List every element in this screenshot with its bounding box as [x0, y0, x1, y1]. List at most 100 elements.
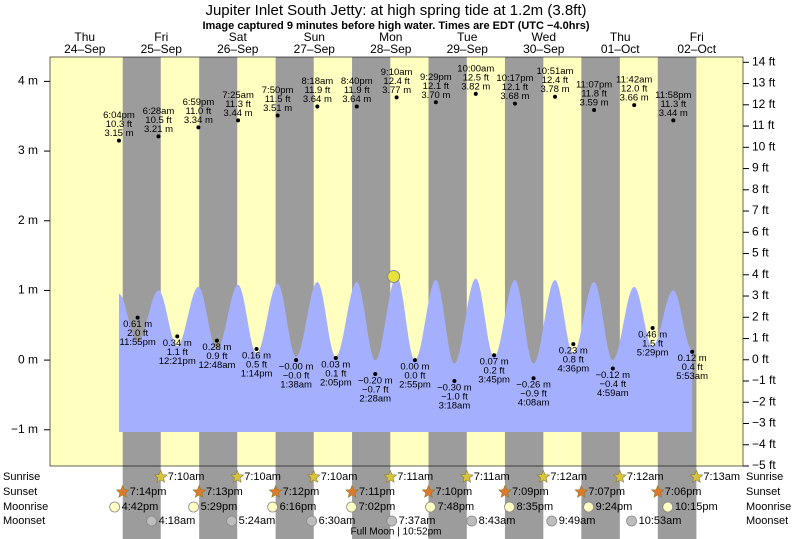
tide-times: 10:51am — [536, 66, 573, 77]
sunrise-icon — [306, 469, 321, 483]
low-tide-dot — [492, 353, 497, 358]
high-tide-dot — [156, 134, 161, 139]
y-tick-label: 2 m — [18, 213, 38, 227]
tide-value-labels: 3.68 m — [500, 91, 529, 102]
low-tide-dot — [531, 376, 536, 381]
date-label: 28–Sep — [370, 42, 412, 56]
y-tick-label: 4 m — [18, 74, 38, 88]
y2-tick-label: 8 ft — [752, 182, 769, 196]
tide-times: 6:04pm — [103, 110, 135, 121]
tide-ft-labels: 11.0 ft — [186, 106, 212, 117]
moonrise-time: 7:02pm — [359, 501, 396, 513]
moonset-icon — [226, 515, 238, 527]
tide-times: 4:59am — [597, 388, 629, 399]
tide-ft-labels: 10.5 ft — [145, 115, 172, 126]
high-tide-dot — [552, 94, 557, 99]
tide-value-labels: 0.07 m — [480, 357, 509, 368]
tide-times: 12:21pm — [159, 356, 196, 367]
night-shade — [581, 57, 620, 539]
sunrise-time: 7:11am — [397, 471, 433, 483]
moonrise-time: 5:29pm — [201, 501, 238, 513]
tide-times: 2:05pm — [320, 378, 352, 389]
tide-value-labels: 3.66 m — [620, 93, 649, 104]
sunset-time: 7:06pm — [665, 486, 702, 498]
moonrise-time: 7:48pm — [438, 501, 475, 513]
row-label: Sunrise — [3, 471, 40, 483]
low-tide-dot — [175, 334, 180, 339]
night-shade — [199, 57, 238, 539]
tide-value-labels: 0.34 m — [163, 338, 192, 349]
date-label: 02–Oct — [677, 42, 716, 56]
low-tide-dot — [690, 349, 695, 354]
tide-times: 1:38am — [280, 380, 312, 391]
y2-tick-label: −5 ft — [752, 458, 776, 472]
sunset-icon — [421, 484, 436, 498]
tide-value-labels: 0.00 m — [400, 362, 429, 373]
sunrise-time: 7:10am — [321, 471, 358, 483]
moonrise-icon — [188, 501, 200, 513]
tide-value-labels: −0.26 m — [516, 380, 551, 391]
moonrise-icon — [583, 501, 595, 513]
tide-ft-labels: 12.0 ft — [621, 84, 648, 95]
moonrise-icon — [346, 501, 357, 513]
tide-ft-labels: 1.5 ft — [642, 339, 663, 350]
high-tide-dot — [236, 118, 241, 123]
tide-times: 12:48am — [198, 360, 235, 371]
y-tick-label: −1 m — [11, 422, 38, 436]
date-label: 01–Oct — [601, 42, 640, 56]
moon-phase: Full Moon | 10:52pm — [351, 527, 442, 538]
high-tide-dot — [116, 138, 121, 143]
y-tick-label: 1 m — [18, 283, 38, 297]
row-label: Moonrise — [3, 501, 48, 513]
sunset-time: 7:10pm — [435, 486, 472, 498]
moonset-time: 10:53am — [639, 515, 682, 527]
date-label: 30–Sep — [523, 42, 565, 56]
moonrise-time: 10:15pm — [675, 501, 718, 513]
moonset-icon — [306, 515, 318, 527]
low-tide-dot — [254, 346, 259, 351]
y2-tick-label: −3 ft — [752, 416, 776, 430]
tide-ft-labels: 11.9 ft — [305, 85, 331, 96]
moonrise-icon — [425, 501, 436, 513]
low-tide-dot — [294, 358, 299, 363]
low-tide-dot — [214, 338, 219, 343]
tide-value-labels: −0.30 m — [437, 383, 472, 394]
tide-times: 7:25am — [222, 90, 254, 101]
moonrise-time: 9:24pm — [596, 501, 633, 513]
moonset-time: 8:43am — [479, 515, 516, 527]
tide-ft-labels: 11.9 ft — [344, 85, 370, 96]
tide-value-labels: 3.77 m — [382, 85, 411, 96]
tide-ft-labels: 12.4 ft — [542, 75, 569, 86]
sunset-time: 7:11pm — [359, 486, 395, 498]
sunrise-icon — [612, 469, 627, 483]
y2-tick-label: 4 ft — [752, 267, 769, 281]
tide-times: 3:18am — [439, 401, 471, 412]
sunset-icon — [115, 484, 130, 498]
tide-value-labels: 0.28 m — [202, 342, 231, 353]
tide-value-labels: 3.44 m — [224, 108, 253, 119]
y2-tick-label: 14 ft — [752, 54, 776, 68]
tide-value-labels: −0.12 m — [595, 370, 630, 381]
high-tide-dot — [196, 125, 201, 130]
sunrise-icon — [383, 469, 398, 483]
y2-tick-label: 0 ft — [752, 352, 769, 366]
y2-tick-label: −1 ft — [752, 373, 776, 387]
tide-value-labels: −0.20 m — [358, 376, 393, 387]
moonset-icon — [626, 515, 637, 527]
day-label: Wed — [532, 30, 556, 44]
y2-tick-label: −2 ft — [752, 394, 776, 408]
y2-tick-label: 11 ft — [752, 118, 775, 132]
low-tide-dot — [452, 378, 457, 383]
tide-ft-labels: 11.8 ft — [581, 88, 607, 99]
sunset-time: 7:13pm — [206, 486, 243, 498]
tide-value-labels: 0.46 m — [638, 330, 667, 341]
tide-times: 10:17pm — [496, 73, 533, 84]
y2-tick-label: 9 ft — [752, 161, 769, 175]
moonrise-time: 8:35pm — [517, 501, 554, 513]
y2-tick-label: 13 ft — [752, 76, 776, 90]
tide-ft-labels: 11.3 ft — [660, 99, 686, 110]
date-label: 27–Sep — [294, 42, 336, 56]
tide-times: 5:29pm — [637, 348, 669, 359]
